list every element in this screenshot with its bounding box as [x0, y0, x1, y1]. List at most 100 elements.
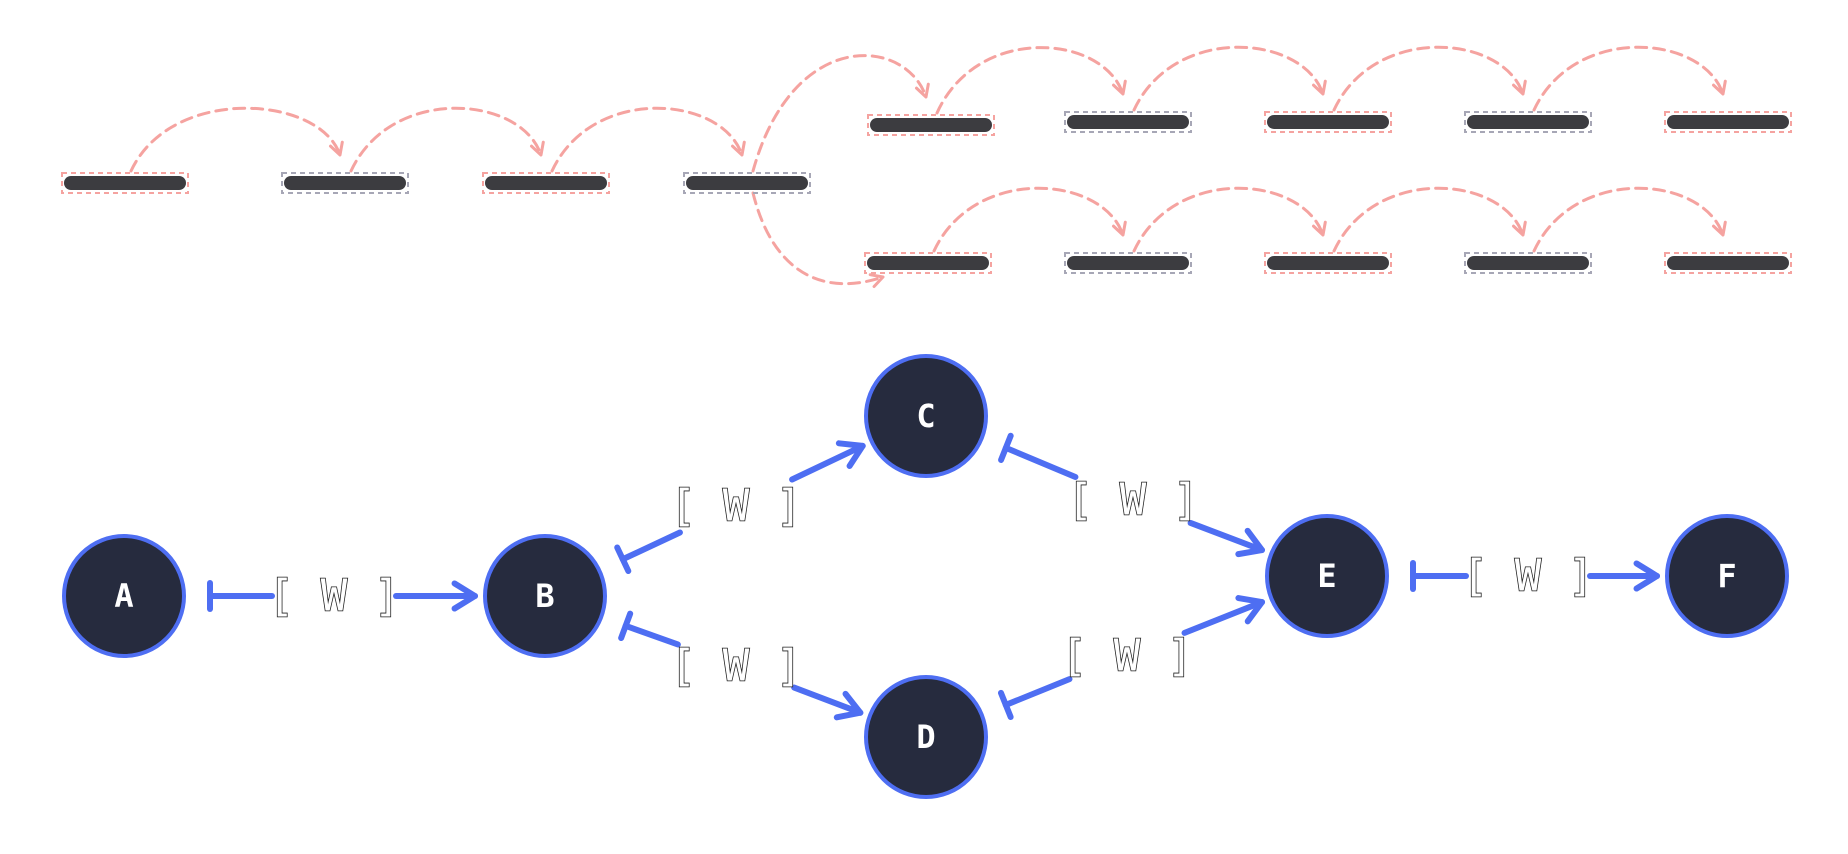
segment-outline: [867, 114, 995, 136]
segment-outline: [482, 172, 610, 194]
jump-arc: [550, 106, 744, 173]
graph-edges: [ W ] [ W ] [ W ] [ W ] [ W ] [ W ]: [207, 432, 1660, 721]
node-label: B: [535, 577, 554, 615]
segment-outline: [1264, 252, 1392, 274]
node-circle: [1665, 514, 1789, 638]
segment-outline: [864, 252, 992, 274]
jump-arc: [751, 54, 928, 173]
jump-s1-s2: [129, 106, 344, 173]
segment-l5: [1664, 252, 1792, 274]
node-b[interactable]: B: [483, 534, 607, 658]
node-label: C: [916, 397, 935, 435]
segment-outline: [1664, 252, 1792, 274]
segment-l3: [1264, 252, 1392, 274]
jump-u2-u3: [1132, 45, 1327, 112]
jump-arc: [1532, 45, 1725, 112]
jump-arrowhead: [1512, 220, 1527, 237]
node-circle: [483, 534, 607, 658]
jump-arrowhead: [530, 140, 545, 157]
segment-outline: [61, 172, 189, 194]
segment-s2: [281, 172, 409, 194]
jump-arc: [1332, 45, 1525, 112]
node-label: F: [1717, 557, 1736, 595]
edge-B-D: [ W ]: [618, 610, 864, 721]
node-a[interactable]: A: [62, 534, 186, 658]
jump-arc: [129, 106, 342, 173]
jump-arc: [935, 46, 1125, 115]
jump-l2-l3: [1132, 186, 1327, 253]
edge-C-E: [ W ]: [998, 432, 1265, 558]
jump-u1-u2: [935, 46, 1127, 115]
edge-tail-line: [1002, 444, 1079, 481]
segment-outline: [1664, 111, 1792, 133]
node-label: A: [114, 577, 133, 615]
edge-B-C: [ W ]: [614, 440, 866, 575]
jump-u3-u4: [1332, 45, 1527, 112]
node-d[interactable]: D: [864, 675, 988, 799]
edge-arrowhead: [835, 440, 866, 469]
edge-arrowhead: [1633, 560, 1660, 592]
node-f[interactable]: F: [1665, 514, 1789, 638]
jump-arc: [1132, 186, 1325, 253]
segment-u4: [1464, 111, 1592, 133]
edge-arrowhead: [833, 690, 864, 721]
jump-s2-s3: [349, 106, 545, 173]
edge-label: [ W ]: [268, 571, 400, 622]
segment-u3: [1264, 111, 1392, 133]
edge-arrowhead: [1235, 527, 1265, 558]
node-circle: [864, 675, 988, 799]
edge-E-F: [ W ]: [1410, 550, 1660, 602]
edge-arrowhead: [451, 580, 478, 612]
graph-nodes: A B C D E F: [62, 354, 1789, 799]
edge-source-bar: [997, 689, 1014, 721]
jump-arrowhead: [1512, 79, 1527, 96]
edge-label: [ W ]: [1061, 631, 1193, 682]
segment-u5: [1664, 111, 1792, 133]
segment-l4: [1464, 252, 1592, 274]
edge-head-line: [1181, 599, 1266, 636]
segment-outline: [1464, 252, 1592, 274]
segment-u2: [1064, 111, 1192, 133]
edge-head-line: [791, 684, 864, 716]
node-label: E: [1317, 557, 1336, 595]
segment-timeline: [61, 111, 1792, 274]
edge-tail-line: [622, 622, 681, 648]
segment-s1: [61, 172, 189, 194]
jump-arrowhead: [1712, 79, 1727, 96]
segment-s3: [482, 172, 610, 194]
jump-arrowhead: [1312, 79, 1327, 96]
jump-s3-s4: [550, 106, 746, 173]
edge-label: [ W ]: [1067, 475, 1199, 526]
segment-jumps: [129, 45, 1727, 288]
jump-arc: [1132, 45, 1325, 112]
edge-source-bar: [614, 544, 632, 575]
jump-arrowhead: [1712, 220, 1727, 237]
jump-arc: [932, 186, 1125, 253]
jump-arrowhead: [731, 140, 746, 157]
jump-l1-l2: [932, 186, 1127, 253]
edge-arrowhead: [1235, 595, 1266, 625]
segment-outline: [1264, 111, 1392, 133]
node-e[interactable]: E: [1265, 514, 1389, 638]
node-c[interactable]: C: [864, 354, 988, 478]
jump-u4-u5: [1532, 45, 1727, 112]
segment-s4: [683, 172, 811, 194]
jump-arc: [349, 106, 543, 173]
edge-label: [ W ]: [1462, 551, 1594, 602]
node-circle: [1265, 514, 1389, 638]
segment-l1: [864, 252, 992, 274]
segment-outline: [1064, 111, 1192, 133]
jump-s4-u1: [751, 54, 930, 173]
segment-outline: [1064, 252, 1192, 274]
jump-s4-l1: [751, 191, 885, 288]
segment-outline: [1464, 111, 1592, 133]
edge-D-E: [ W ]: [997, 595, 1266, 721]
segment-outline: [683, 172, 811, 194]
edge-A-B: [ W ]: [207, 570, 478, 622]
jump-arrowhead: [868, 273, 885, 288]
jump-arrowhead: [915, 82, 930, 99]
jump-arc: [1532, 186, 1725, 253]
jump-l4-l5: [1532, 186, 1727, 253]
edge-tail-line: [619, 529, 683, 563]
